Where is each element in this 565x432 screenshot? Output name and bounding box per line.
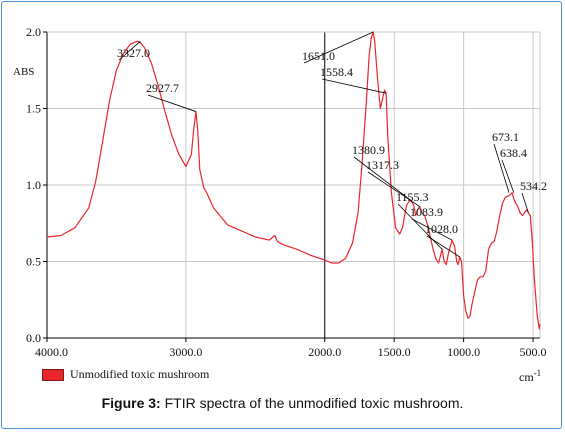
x-tick-label: 1000.0 — [447, 345, 480, 359]
legend-label: Unmodified toxic mushroom — [70, 367, 210, 381]
x-axis-unit: cm-1 — [519, 368, 541, 384]
x-tick-label: 4000.0 — [35, 345, 68, 359]
peak-label: 1380.9 — [352, 143, 385, 157]
y-axis-label: ABS — [13, 66, 34, 78]
y-tick-label: 0.0 — [26, 331, 41, 345]
x-unit-exponent: -1 — [534, 368, 542, 378]
annotation-leader — [118, 40, 141, 61]
annotation-leader — [147, 94, 197, 112]
annotation-leader — [501, 159, 515, 193]
peak-label: 1651.0 — [302, 49, 335, 63]
caption-prefix: Figure 3: — [101, 395, 161, 411]
peak-label: 673.1 — [492, 130, 519, 144]
y-tick-label: 0.5 — [26, 255, 41, 269]
peak-label: 1028.0 — [425, 222, 458, 236]
axes — [43, 31, 541, 342]
y-tick-label: 2.0 — [26, 25, 41, 39]
peak-label: 2927.7 — [146, 81, 179, 95]
annotation-leader — [397, 203, 443, 250]
annotation-leader — [521, 192, 529, 213]
peak-label: 1083.9 — [410, 205, 443, 219]
y-tick-label: 1.5 — [26, 102, 41, 116]
x-unit-base: cm — [519, 370, 534, 384]
x-tick-label: 500.0 — [520, 345, 547, 359]
annotation-leader — [353, 156, 411, 201]
peak-label: 1558.4 — [320, 65, 353, 79]
spectrum-line — [46, 31, 541, 330]
annotation-leader — [411, 218, 453, 241]
peak-label: 1317.3 — [366, 158, 399, 172]
legend-swatch — [42, 369, 64, 381]
annotation-leader — [321, 78, 387, 94]
peak-label: 1155.3 — [396, 190, 429, 204]
tick-labels: 0.0 0.5 1.0 1.5 2.0 4000.0 3000.0 2000.0 1500.0 1… — [26, 25, 547, 359]
peak-label: 3327.0 — [117, 46, 150, 60]
peak-label: 534.2 — [520, 179, 547, 193]
y-tick-label: 1.0 — [26, 178, 41, 192]
figure-caption: Figure 3: FTIR spectra of the unmodified… — [0, 395, 565, 411]
x-tick-label: 2000.0 — [308, 345, 341, 359]
caption-text: FTIR spectra of the unmodified toxic mus… — [160, 395, 464, 411]
x-tick-label: 1500.0 — [378, 345, 411, 359]
annotation-leader — [367, 171, 420, 207]
series-layer — [46, 31, 541, 330]
x-tick-label: 3000.0 — [169, 345, 202, 359]
peak-label: 638.4 — [500, 146, 527, 160]
annotation-leader — [303, 31, 374, 64]
annotation-leader — [493, 143, 510, 193]
annotation-leader — [426, 235, 460, 258]
